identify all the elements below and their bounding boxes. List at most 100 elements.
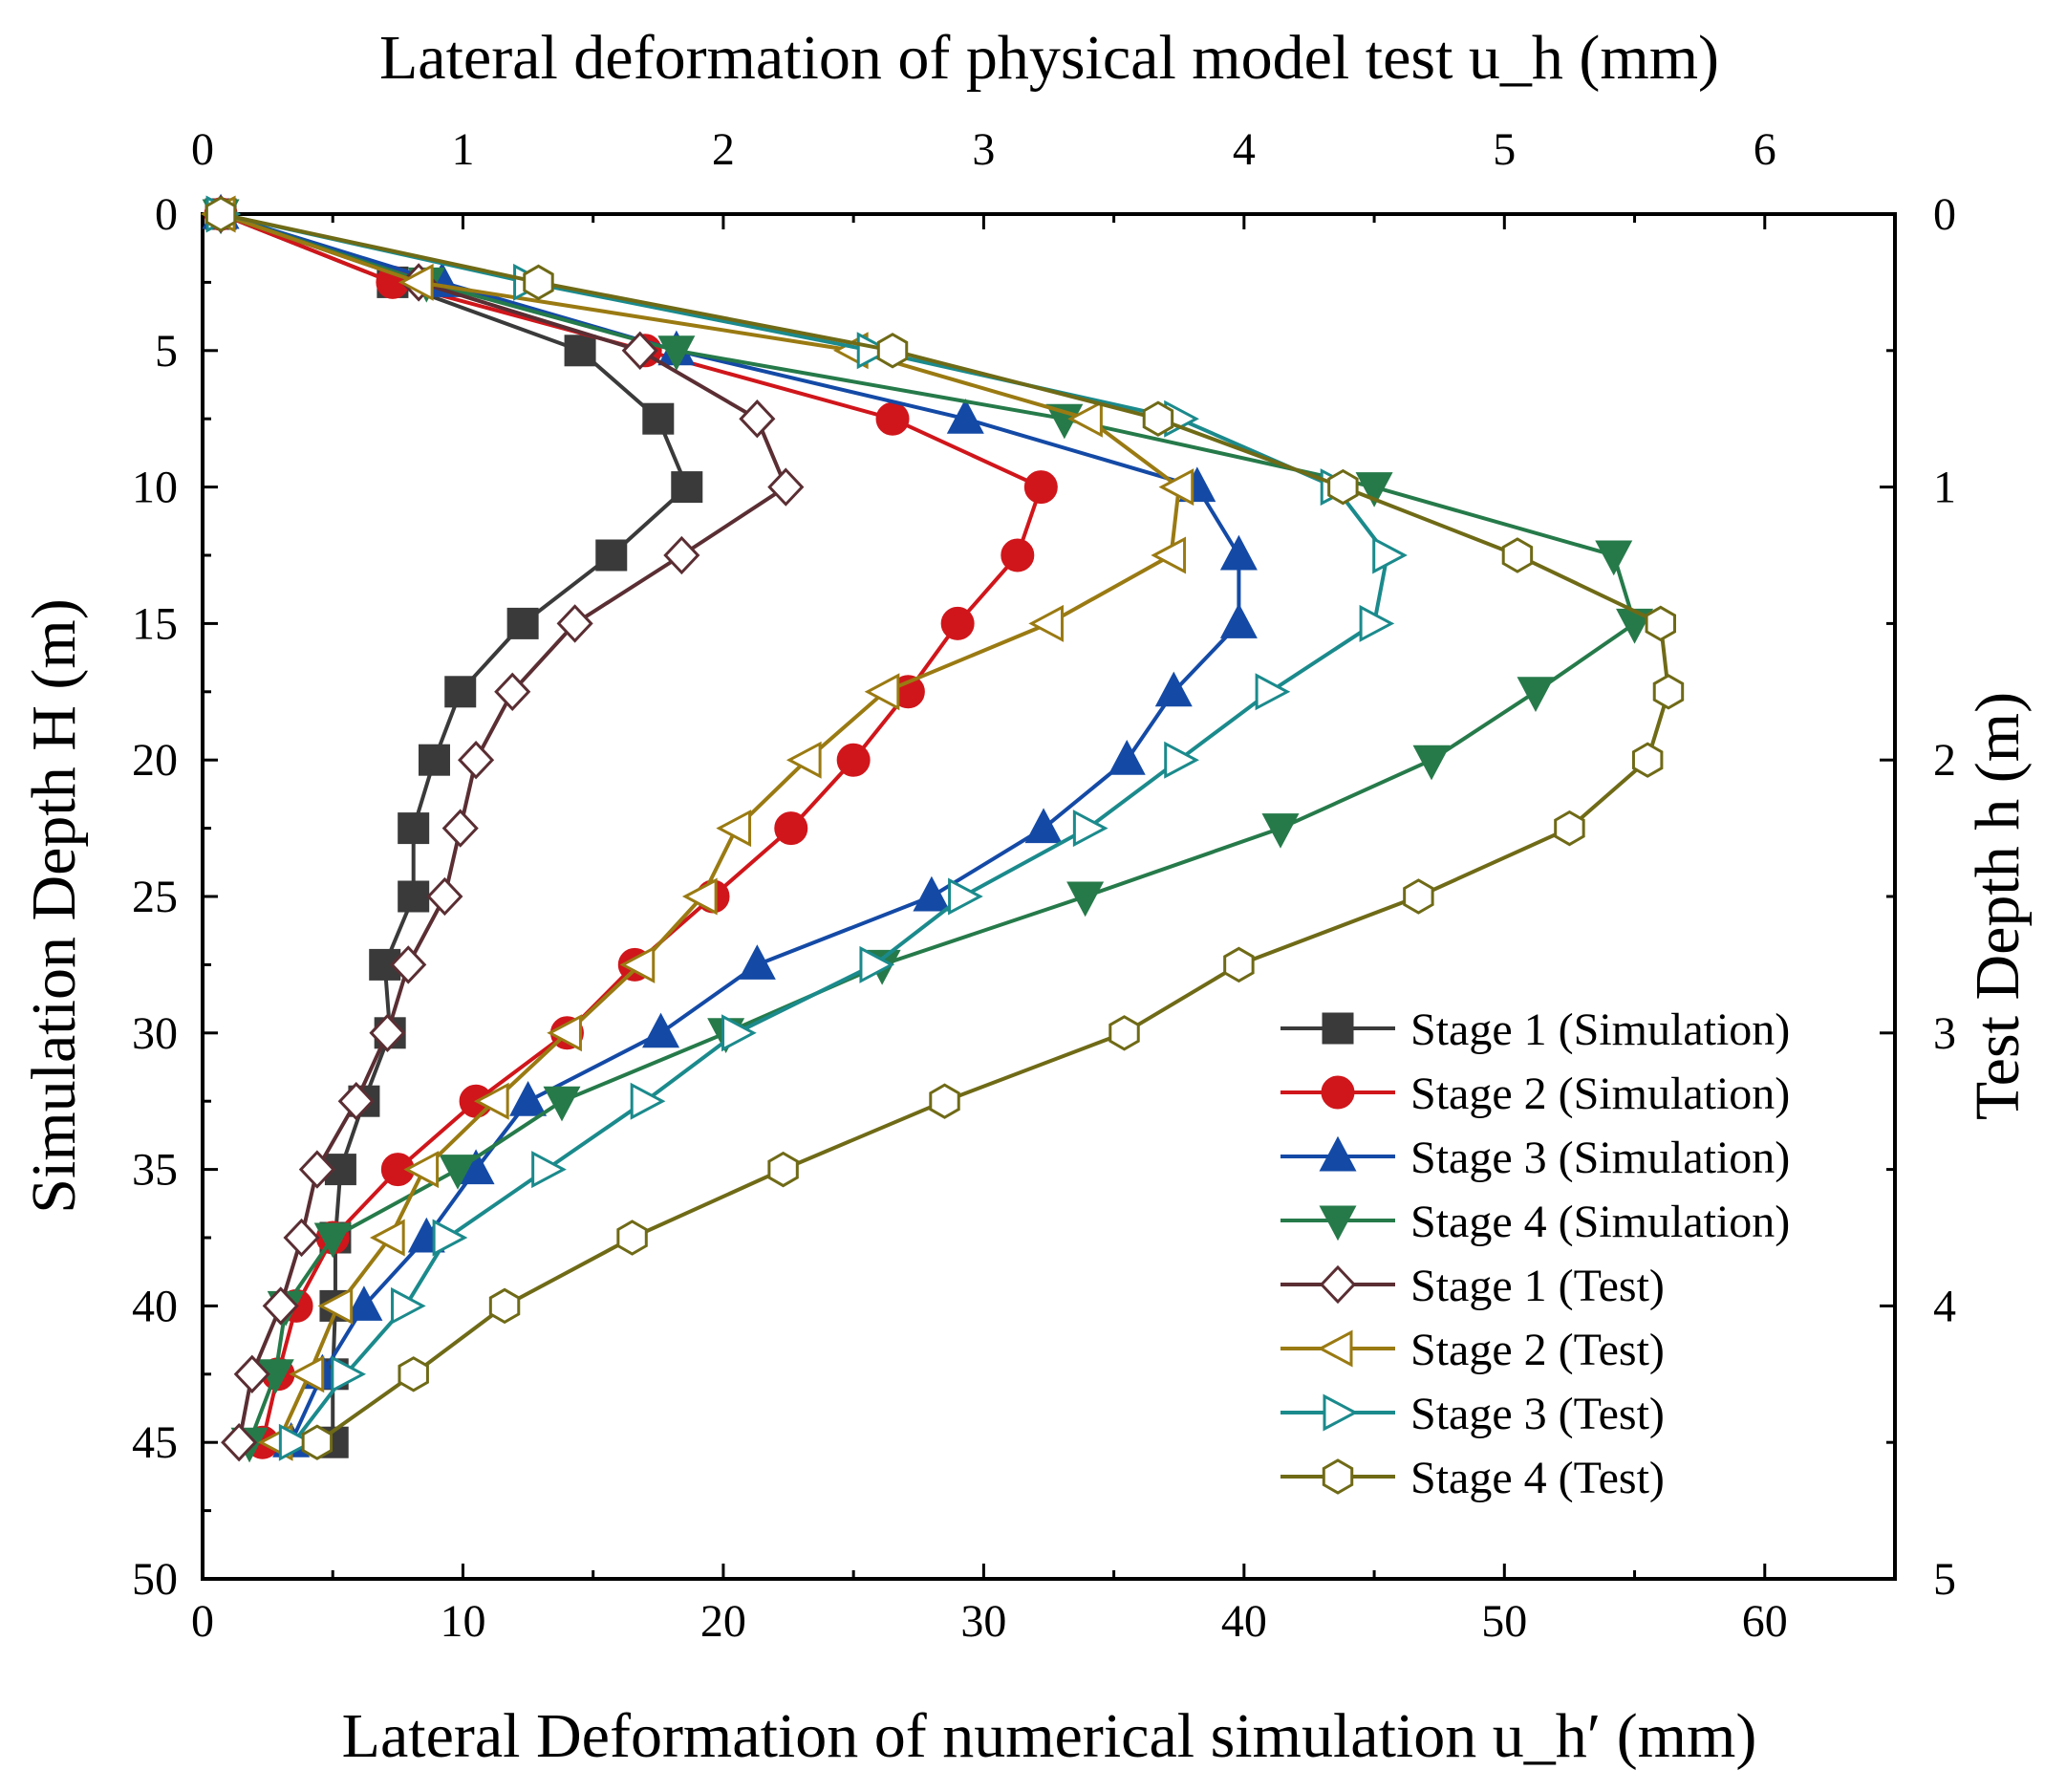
data-point	[739, 399, 776, 439]
data-point	[1412, 745, 1451, 781]
data-point	[345, 1285, 383, 1321]
top-tick-label: 2	[712, 124, 735, 175]
data-point	[547, 1014, 582, 1052]
data-point	[432, 1219, 468, 1257]
data-point	[1652, 674, 1685, 710]
top-tick-label: 3	[972, 124, 995, 175]
legend-item: Stage 1 (Simulation)	[1280, 1004, 1790, 1055]
right-tick-label: 5	[1933, 1554, 1956, 1605]
left-tick-label: 25	[132, 872, 178, 922]
data-point	[369, 1219, 405, 1257]
data-point	[369, 948, 401, 981]
legend-label: Stage 2 (Simulation)	[1410, 1069, 1790, 1119]
data-point	[564, 335, 596, 367]
data-point	[1223, 946, 1255, 983]
legend-item: Stage 3 (Simulation)	[1280, 1133, 1790, 1183]
data-point	[946, 399, 984, 434]
data-point	[531, 1151, 567, 1189]
left-tick-label: 15	[132, 598, 178, 649]
data-point	[1501, 537, 1534, 573]
data-point	[458, 741, 495, 780]
data-point	[1359, 604, 1395, 642]
data-point	[642, 402, 675, 435]
data-point	[1554, 810, 1585, 847]
right-axis-title: Test Depth h (m)	[1963, 692, 2033, 1120]
data-point	[556, 604, 593, 643]
left-tick-label: 40	[132, 1281, 178, 1331]
legend-marker	[1322, 1012, 1354, 1045]
data-point	[398, 263, 434, 301]
data-point	[441, 809, 479, 848]
data-point	[875, 401, 910, 436]
data-point	[1001, 538, 1035, 572]
series-line	[220, 212, 788, 1443]
legend-marker	[1322, 1458, 1354, 1495]
bottom-tick-label: 10	[440, 1596, 485, 1647]
legend-label: Stage 3 (Test)	[1410, 1389, 1665, 1439]
legend-item: Stage 2 (Simulation)	[1280, 1069, 1790, 1119]
data-point	[721, 1014, 757, 1052]
data-point	[1154, 671, 1193, 707]
data-point	[1066, 881, 1105, 918]
top-tick-label: 4	[1233, 124, 1256, 175]
data-point	[767, 1151, 799, 1188]
data-point	[301, 1424, 334, 1460]
top-axis-title: Lateral deformation of physical model te…	[379, 23, 1719, 93]
data-point	[337, 1082, 375, 1121]
legend-label: Stage 4 (Simulation)	[1410, 1197, 1790, 1247]
legend-marker	[1319, 1135, 1357, 1172]
left-tick-label: 5	[155, 326, 178, 377]
data-point	[859, 945, 895, 983]
data-point	[716, 810, 752, 848]
top-tick-label: 6	[1754, 124, 1776, 175]
data-point	[439, 1155, 477, 1190]
right-tick-label: 4	[1933, 1281, 1956, 1331]
right-tick-label: 0	[1933, 189, 1956, 240]
left-axis-title: Simulation Depth H (m)	[19, 598, 89, 1213]
series-6	[200, 195, 1194, 1461]
plot-area: 0 10 20 30 40 50 600 1 2 3 4 5 605101520253035404550…	[132, 124, 1956, 1647]
data-point	[864, 673, 900, 711]
legend-marker	[1321, 1075, 1355, 1110]
data-point	[369, 1013, 406, 1052]
legend-label: Stage 1 (Test)	[1410, 1261, 1665, 1311]
data-point	[1517, 677, 1555, 712]
left-tick-label: 35	[132, 1145, 178, 1196]
data-point	[391, 1286, 426, 1325]
data-point	[1072, 810, 1108, 848]
data-point	[403, 1151, 440, 1189]
legend-label: Stage 1 (Simulation)	[1410, 1004, 1790, 1055]
left-tick-label: 50	[132, 1554, 178, 1605]
data-point	[283, 1218, 320, 1258]
bottom-tick-label: 20	[700, 1596, 746, 1647]
data-point	[767, 467, 805, 507]
data-point	[836, 743, 871, 777]
legend-label: Stage 4 (Test)	[1410, 1453, 1665, 1503]
data-point	[913, 875, 951, 912]
data-point	[1372, 536, 1408, 574]
data-point	[1261, 813, 1300, 849]
data-point	[262, 1286, 299, 1326]
data-point	[1355, 472, 1393, 507]
series-8	[204, 196, 1685, 1460]
data-point	[642, 1012, 680, 1048]
legend-item: Stage 4 (Test)	[1280, 1453, 1665, 1503]
legend-marker	[1319, 1264, 1357, 1305]
data-point	[444, 676, 477, 708]
data-point	[418, 744, 450, 776]
legend-item: Stage 1 (Test)	[1280, 1261, 1665, 1311]
data-point	[494, 672, 531, 711]
top-tick-label: 5	[1493, 124, 1516, 175]
bottom-tick-label: 40	[1221, 1596, 1267, 1647]
data-point	[856, 332, 893, 370]
legend-item: Stage 4 (Simulation)	[1280, 1197, 1790, 1247]
data-point	[313, 1222, 352, 1259]
data-point	[595, 539, 628, 572]
bottom-tick-label: 50	[1481, 1596, 1527, 1647]
data-point	[390, 945, 427, 984]
legend-label: Stage 2 (Test)	[1410, 1325, 1665, 1375]
data-point	[929, 1083, 960, 1119]
legend-item: Stage 2 (Test)	[1280, 1325, 1665, 1375]
legend: Stage 1 (Simulation) Stage 2 (Simulation)…	[1280, 1004, 1790, 1503]
